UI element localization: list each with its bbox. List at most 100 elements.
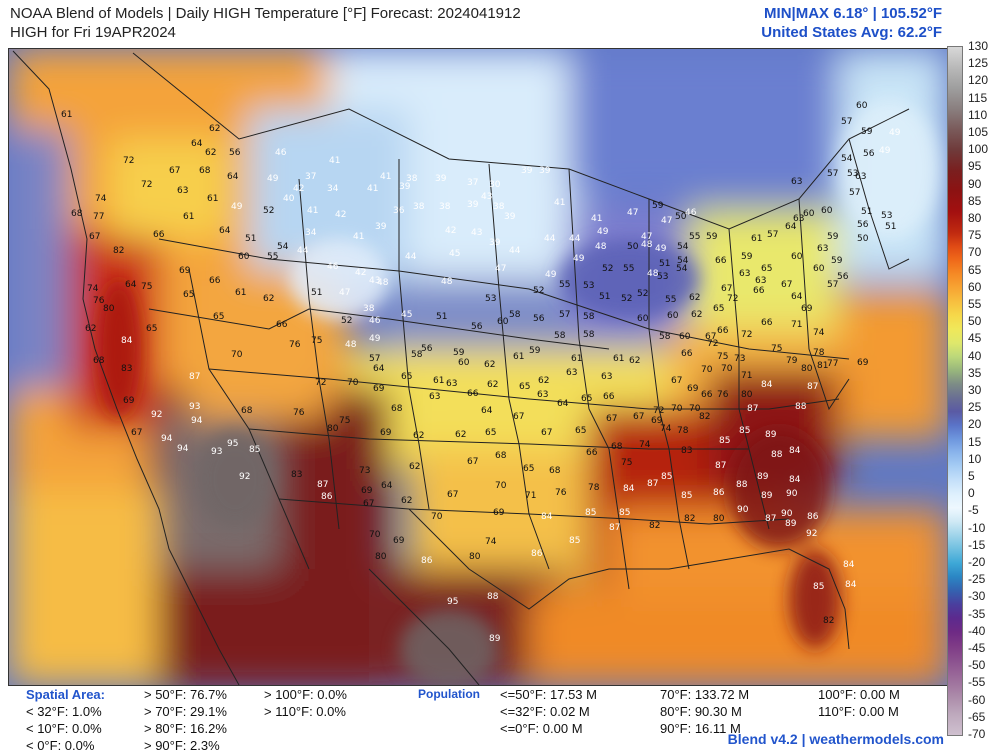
station-temperature-label: 67: [541, 428, 552, 438]
station-temperature-label: 58: [509, 310, 521, 320]
station-temperature-label: 48: [595, 242, 607, 252]
station-temperature-label: 85: [619, 508, 630, 518]
station-temperature-label: 39: [399, 182, 411, 192]
station-temperature-label: 69: [361, 486, 373, 496]
station-temperature-label: 87: [807, 382, 818, 392]
station-temperature-label: 46: [275, 148, 287, 158]
station-temperature-label: 62: [401, 496, 412, 506]
station-temperature-label: 36: [393, 206, 405, 216]
temperature-map[interactable]: 61 62 64 62 56 46 72 67 68 64 49 41 74 72 63 61 42 37 34 68…: [8, 48, 948, 686]
station-temperature-label: 65: [581, 394, 592, 404]
station-temperature-label: 86: [713, 488, 725, 498]
population-stat: 110°F: 0.00 M: [818, 704, 899, 719]
color-scale-tick: -5: [968, 503, 979, 518]
color-scale-bar: [947, 46, 963, 736]
station-temperature-label: 62: [689, 293, 700, 303]
station-temperature-label: 66: [276, 320, 288, 330]
color-scale-tick: 60: [968, 279, 982, 294]
spatial-col-1: < 32°F: 1.0% < 10°F: 0.0% < 0°F: 0.0%: [26, 703, 102, 754]
color-scale-tick: 85: [968, 193, 982, 208]
station-temperature-label: 39: [375, 222, 387, 232]
station-temperature-label: 76: [289, 340, 301, 350]
color-scale-tick: 55: [968, 297, 982, 311]
color-scale-tick: 35: [968, 365, 982, 380]
station-temperature-label: 58: [659, 332, 671, 342]
population-stat: <=32°F: 0.02 M: [500, 704, 590, 719]
station-temperature-label: 82: [649, 521, 660, 531]
station-temperature-label: 82: [684, 514, 695, 524]
station-temperature-label: 38: [406, 174, 418, 184]
station-temperature-label: 70: [231, 350, 243, 360]
station-temperature-label: 51: [311, 288, 322, 298]
station-temperature-label: 53: [657, 272, 668, 282]
station-temperature-label: 63: [429, 392, 440, 402]
station-temperature-label: 64: [381, 481, 393, 491]
station-temperature-label: 63: [601, 372, 612, 382]
color-scale-tick: 95: [968, 159, 982, 174]
station-temperature-label: 63: [446, 379, 457, 389]
stats-footer: Spatial Area: < 32°F: 1.0% < 10°F: 0.0% …: [0, 684, 1000, 753]
station-temperature-label: 71: [741, 371, 752, 381]
station-temperature-label: 84: [789, 446, 801, 456]
station-temperature-label: 41: [307, 206, 318, 216]
station-temperature-label: 63: [855, 172, 866, 182]
station-temperature-label: 60: [803, 209, 815, 219]
station-temperature-label: 66: [153, 230, 165, 240]
station-temperature-label: 92: [806, 529, 817, 539]
station-temperature-label: 80: [327, 424, 339, 434]
color-scale-tick: 0: [968, 486, 975, 501]
station-temperature-label: 47: [641, 232, 652, 242]
station-temperature-label: 85: [681, 491, 692, 501]
station-temperature-label: 59: [861, 127, 873, 137]
station-temperature-label: 94: [177, 444, 189, 454]
station-temperature-label: 60: [821, 206, 833, 216]
station-temperature-label: 43: [481, 192, 492, 202]
station-temperature-label: 43: [471, 228, 482, 238]
station-temperature-label: 66: [753, 286, 765, 296]
station-temperature-label: 70: [721, 364, 733, 374]
station-temperature-label: 67: [169, 166, 180, 176]
station-temperature-label: 62: [691, 310, 702, 320]
credit-text[interactable]: Blend v4.2 | weathermodels.com: [727, 731, 944, 747]
color-scale-tick: 70: [968, 245, 982, 260]
station-temperature-label: 57: [827, 169, 838, 179]
station-temperature-label: 84: [761, 380, 773, 390]
station-temperature-label: 44: [569, 234, 581, 244]
station-temperature-label: 77: [827, 359, 838, 369]
station-temperature-label: 41: [380, 172, 391, 182]
station-temperature-label: 60: [791, 252, 803, 262]
station-temperature-label: 80: [801, 364, 813, 374]
station-temperature-label: 41: [353, 232, 364, 242]
station-temperature-label: 69: [179, 266, 191, 276]
station-temperature-label: 59: [706, 232, 718, 242]
station-temperature-label: 67: [131, 428, 142, 438]
station-temperature-label: 60: [238, 252, 250, 262]
station-temperature-label: 63: [755, 276, 766, 286]
station-temperature-label: 87: [647, 479, 658, 489]
station-temperature-label: 70: [689, 404, 701, 414]
station-temperature-label: 72: [315, 378, 326, 388]
station-temperature-label: 51: [599, 292, 610, 302]
station-temperature-label: 85: [249, 445, 260, 455]
station-temperature-label: 75: [621, 458, 632, 468]
station-temperature-label: 70: [369, 530, 381, 540]
station-temperature-label: 94: [191, 416, 203, 426]
station-temperature-label: 69: [123, 396, 135, 406]
station-temperature-label: 61: [613, 354, 624, 364]
station-temperature-label: 68: [199, 166, 211, 176]
spatial-stat: > 70°F: 29.1%: [144, 704, 227, 719]
station-temperature-label: 56: [421, 344, 433, 354]
station-temperature-label: 85: [719, 436, 730, 446]
station-temperature-label: 86: [807, 512, 819, 522]
station-temperature-label: 60: [813, 264, 825, 274]
station-temperature-label: 48: [641, 240, 653, 250]
station-temperature-label: 51: [861, 207, 872, 217]
station-temperature-label: 80: [713, 514, 725, 524]
color-scale-tick: -65: [968, 709, 986, 724]
station-temperature-label: 67: [721, 284, 732, 294]
station-temperature-label: 46: [685, 208, 697, 218]
station-temperature-label: 64: [125, 280, 137, 290]
station-temperature-label: 49: [231, 202, 243, 212]
station-temperature-label: 65: [519, 382, 530, 392]
station-temperature-label: 64: [791, 292, 803, 302]
